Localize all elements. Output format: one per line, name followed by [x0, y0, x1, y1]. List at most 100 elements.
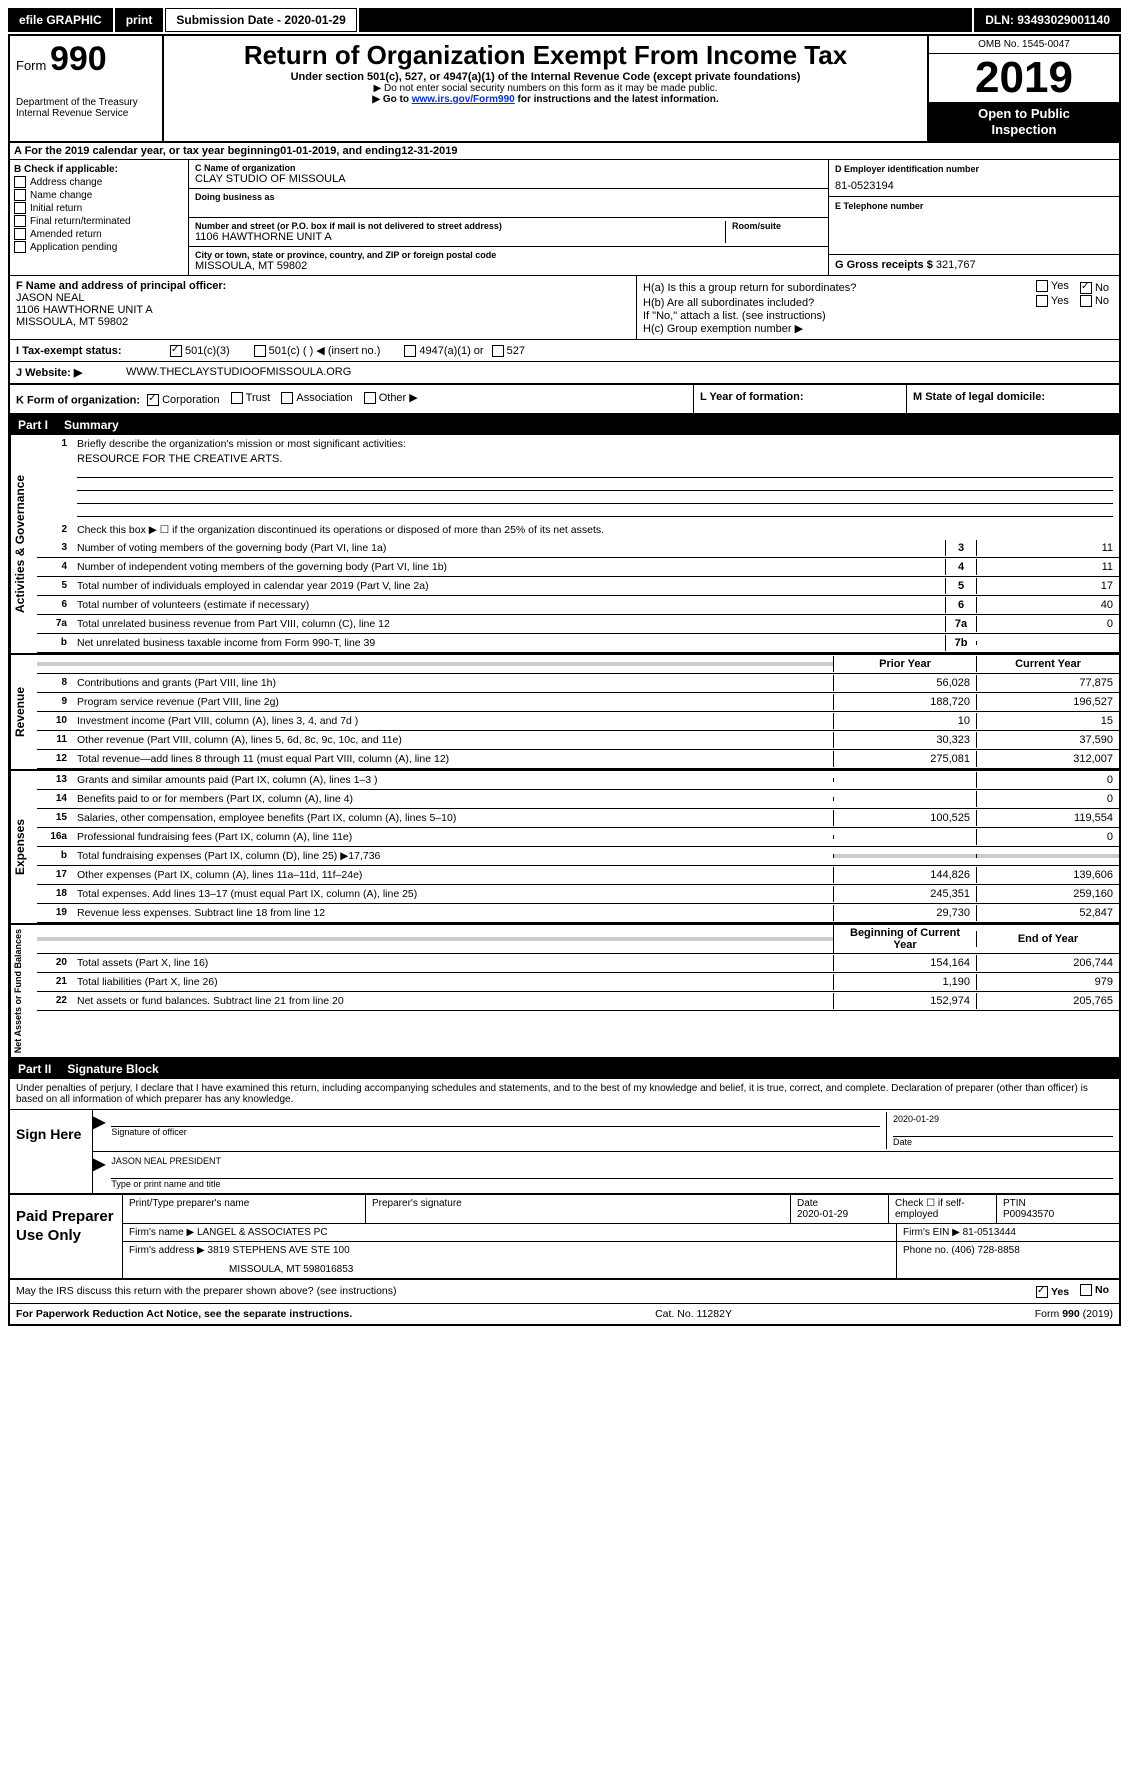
dept-irs: Internal Revenue Service: [16, 108, 156, 119]
line7b-val: [976, 641, 1119, 645]
col-prior-year: Prior Year: [833, 656, 976, 672]
line4-desc: Number of independent voting members of …: [73, 559, 945, 575]
irs-discuss-yes-chk[interactable]: [1036, 1286, 1048, 1298]
top-bar: efile GRAPHIC print Submission Date - 20…: [8, 8, 1121, 32]
lbl-501c: 501(c) ( ) ◀ (insert no.): [269, 344, 381, 357]
preparer-date-label: Date: [797, 1198, 882, 1209]
chk-other[interactable]: [364, 392, 376, 404]
subtitle-3: ▶ Go to www.irs.gov/Form990 for instruct…: [174, 94, 917, 105]
chk-4947[interactable]: [404, 345, 416, 357]
chk-corp[interactable]: [147, 394, 159, 406]
line19-current: 52,847: [976, 905, 1119, 921]
chk-527[interactable]: [492, 345, 504, 357]
row-a-begin: 01-01-2019: [280, 145, 336, 157]
row-a-end: 12-31-2019: [401, 145, 457, 157]
ha-no-chk[interactable]: [1080, 282, 1092, 294]
chk-assoc[interactable]: [281, 392, 293, 404]
paid-preparer-label: Paid Preparer Use Only: [10, 1195, 123, 1278]
chk-501c[interactable]: [254, 345, 266, 357]
chk-final-return[interactable]: [14, 215, 26, 227]
chk-initial-return[interactable]: [14, 202, 26, 214]
line11-desc: Other revenue (Part VIII, column (A), li…: [73, 732, 833, 748]
line8-current: 77,875: [976, 675, 1119, 691]
line16b-current: [976, 854, 1119, 858]
chk-501c3[interactable]: [170, 345, 182, 357]
revenue-section: Revenue Prior YearCurrent Year 8Contribu…: [10, 655, 1119, 771]
irs-discuss-no-chk[interactable]: [1080, 1284, 1092, 1296]
line10-current: 15: [976, 713, 1119, 729]
subtitle-2: ▶ Do not enter social security numbers o…: [174, 83, 917, 94]
line3-desc: Number of voting members of the governin…: [73, 540, 945, 556]
chk-application-pending[interactable]: [14, 241, 26, 253]
line14-prior: [833, 797, 976, 801]
form-header: Form 990 Department of the Treasury Inte…: [10, 36, 1119, 143]
ptin-value: P00943570: [1003, 1209, 1113, 1220]
lbl-address-change: Address change: [30, 177, 102, 188]
firm-name-label: Firm's name ▶: [129, 1227, 194, 1238]
line21-begin: 1,190: [833, 974, 976, 990]
gross-receipts-label: G Gross receipts $: [835, 259, 936, 271]
firm-ein-value: 81-0513444: [963, 1227, 1016, 1238]
officer-addr2: MISSOULA, MT 59802: [16, 316, 630, 328]
line8-desc: Contributions and grants (Part VIII, lin…: [73, 675, 833, 691]
preparer-date-value: 2020-01-29: [797, 1209, 882, 1220]
line12-current: 312,007: [976, 751, 1119, 767]
line7a-val: 0: [976, 616, 1119, 632]
instructions-link[interactable]: www.irs.gov/Form990: [412, 94, 515, 105]
line16a-desc: Professional fundraising fees (Part IX, …: [73, 829, 833, 845]
chk-trust[interactable]: [231, 392, 243, 404]
lbl-corp: Corporation: [162, 394, 219, 406]
line21-desc: Total liabilities (Part X, line 26): [73, 974, 833, 990]
expenses-section: Expenses 13Grants and similar amounts pa…: [10, 771, 1119, 925]
org-name-value: CLAY STUDIO OF MISSOULA: [195, 173, 822, 185]
line17-prior: 144,826: [833, 867, 976, 883]
col-end-year: End of Year: [976, 931, 1119, 947]
line15-desc: Salaries, other compensation, employee b…: [73, 810, 833, 826]
row-a-pre: A For the 2019 calendar year, or tax yea…: [14, 145, 280, 157]
chk-address-change[interactable]: [14, 176, 26, 188]
year-box: OMB No. 1545-0047 2019 Open to Public In…: [929, 36, 1119, 141]
firm-addr-label: Firm's address ▶: [129, 1245, 205, 1256]
form-number: 990: [50, 40, 107, 78]
part-2-header: Part II Signature Block: [10, 1059, 1119, 1079]
submission-date-label: Submission Date -: [176, 13, 284, 27]
paid-preparer-section: Paid Preparer Use Only Print/Type prepar…: [10, 1195, 1119, 1280]
ha-yes-chk[interactable]: [1036, 280, 1048, 292]
hb-yes-chk[interactable]: [1036, 295, 1048, 307]
lbl-trust: Trust: [246, 392, 271, 404]
line13-current: 0: [976, 772, 1119, 788]
line20-begin: 154,164: [833, 955, 976, 971]
ein-label: D Employer identification number: [835, 164, 1113, 174]
row-i-tax-exempt: I Tax-exempt status: 501(c)(3) 501(c) ( …: [10, 340, 1119, 362]
part-1-header: Part I Summary: [10, 415, 1119, 435]
ha-label: H(a) Is this a group return for subordin…: [643, 282, 856, 294]
line15-prior: 100,525: [833, 810, 976, 826]
row-j-website: J Website: ▶ WWW.THECLAYSTUDIOOFMISSOULA…: [10, 362, 1119, 385]
line4-val: 11: [976, 559, 1119, 575]
room-label: Room/suite: [732, 221, 822, 231]
lbl-final-return: Final return/terminated: [30, 216, 131, 227]
lbl-4947: 4947(a)(1) or: [419, 345, 483, 357]
signature-officer-label: Signature of officer: [111, 1126, 880, 1137]
print-button[interactable]: print: [115, 8, 164, 32]
chk-name-change[interactable]: [14, 189, 26, 201]
cat-no: Cat. No. 11282Y: [655, 1308, 732, 1320]
officer-name: JASON NEAL: [16, 292, 630, 304]
addr-label: Number and street (or P.O. box if mail i…: [195, 221, 725, 231]
irs-discuss-yes: Yes: [1051, 1286, 1069, 1298]
ha-no: No: [1095, 282, 1109, 294]
chk-amended-return[interactable]: [14, 228, 26, 240]
irs-discuss-question: May the IRS discuss this return with the…: [16, 1285, 397, 1297]
sub3-post: for instructions and the latest informat…: [518, 94, 719, 105]
preparer-sig-label: Preparer's signature: [366, 1195, 791, 1223]
line21-end: 979: [976, 974, 1119, 990]
firm-name-value: LANGEL & ASSOCIATES PC: [197, 1227, 328, 1238]
lbl-initial-return: Initial return: [30, 203, 82, 214]
line14-desc: Benefits paid to or for members (Part IX…: [73, 791, 833, 807]
part-1-num: Part I: [18, 418, 48, 432]
right-info-column: D Employer identification number 81-0523…: [828, 160, 1119, 275]
hb-yes: Yes: [1051, 295, 1069, 307]
hb-no-chk[interactable]: [1080, 295, 1092, 307]
city-value: MISSOULA, MT 59802: [195, 260, 822, 272]
line2-desc: Check this box ▶ ☐ if the organization d…: [73, 522, 1119, 538]
